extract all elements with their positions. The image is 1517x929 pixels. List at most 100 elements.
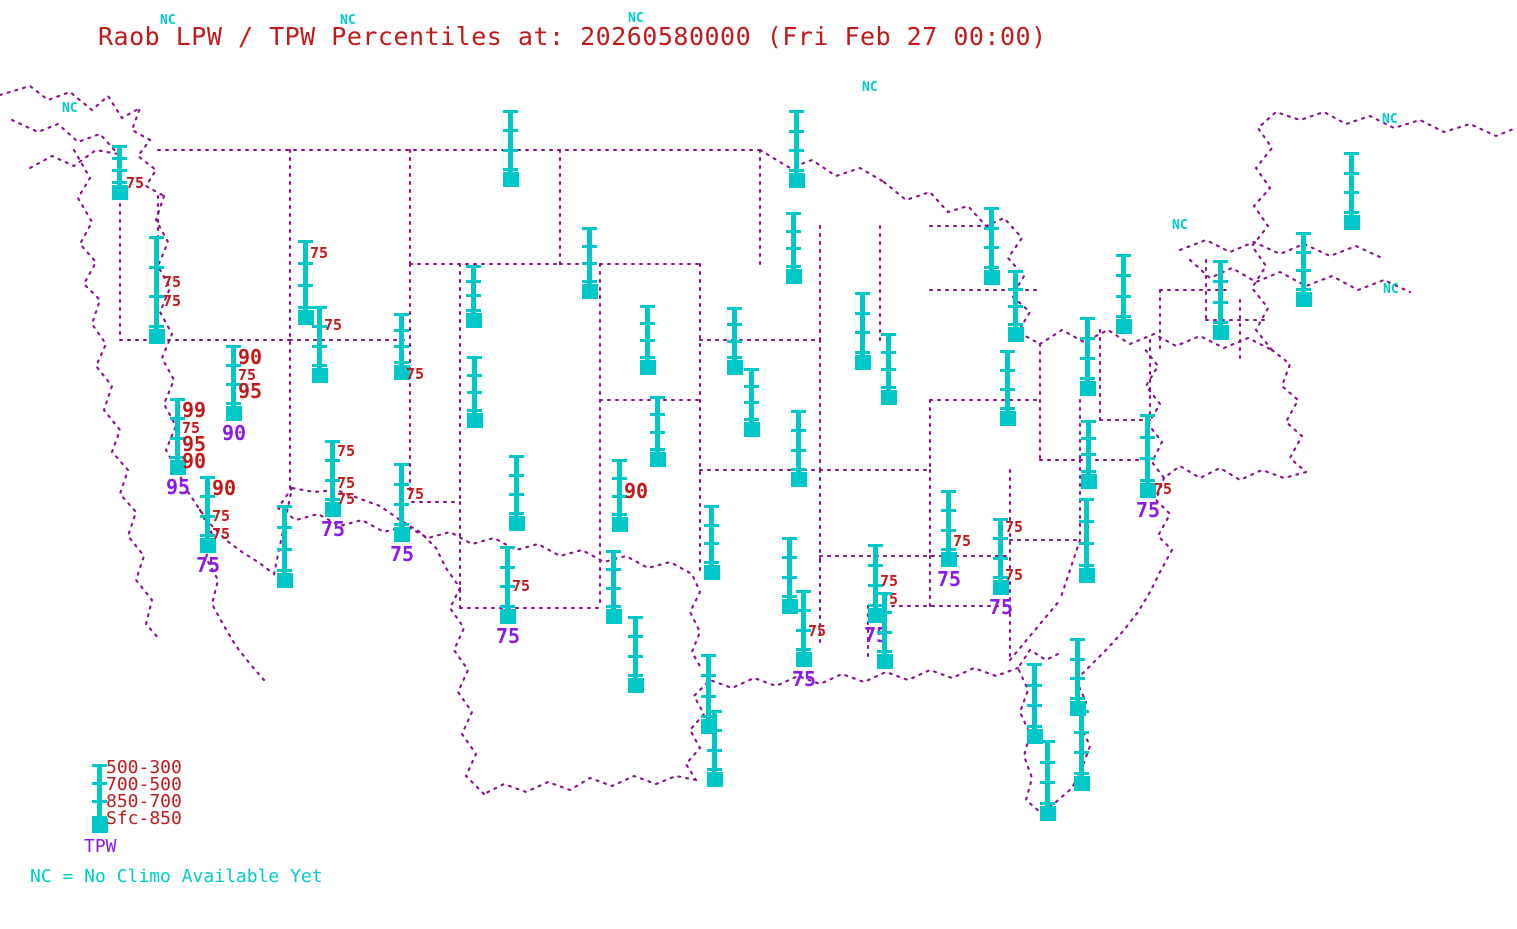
station-tick-700-500 xyxy=(1000,369,1015,372)
station-tick-500-300 xyxy=(791,410,806,413)
station-tick-700-500 xyxy=(650,413,665,416)
station-stem xyxy=(514,455,519,516)
station-tick-Sfc-850 xyxy=(1027,725,1042,728)
station-stem xyxy=(709,505,714,565)
station-tick-Sfc-850 xyxy=(868,604,883,607)
station-tick-500-300 xyxy=(993,518,1008,521)
station-tick-850-700 xyxy=(112,169,127,172)
page-title: Raob LPW / TPW Percentiles at: 202605800… xyxy=(98,22,1047,51)
station-base-square xyxy=(703,565,720,580)
station-tick-700-500 xyxy=(1070,658,1085,661)
station-tick-700-500 xyxy=(1116,274,1131,277)
station-tick-700-500 xyxy=(1213,280,1228,283)
station-tick-700-500 xyxy=(1074,731,1089,734)
nc-marker: NC xyxy=(160,13,176,28)
station-tick-700-500 xyxy=(984,227,999,230)
station-tick-Sfc-850 xyxy=(466,309,481,312)
layer-percentile-label: 75 xyxy=(808,622,827,640)
station-tick-850-700 xyxy=(606,587,621,590)
legend-tick-700-500 xyxy=(92,782,107,785)
station-tick-850-700 xyxy=(170,437,185,440)
station-tick-Sfc-850 xyxy=(1079,564,1094,567)
nc-marker: NC xyxy=(62,101,78,116)
station-tick-850-700 xyxy=(1079,542,1094,545)
station-tick-850-700 xyxy=(394,345,409,348)
tpw-percentile-label: 75 xyxy=(196,553,221,577)
station-tick-850-700 xyxy=(855,331,870,334)
station-tick-850-700 xyxy=(786,247,801,250)
layer-percentile-label: 90 xyxy=(238,345,263,369)
station-base-square xyxy=(502,172,519,187)
station-tick-850-700 xyxy=(312,345,327,348)
station-tick-700-500 xyxy=(701,674,716,677)
station-tick-850-700 xyxy=(509,493,524,496)
station-tick-Sfc-850 xyxy=(1040,802,1055,805)
station-tick-Sfc-850 xyxy=(1008,323,1023,326)
station-tick-700-500 xyxy=(582,245,597,248)
layer-percentile-label: 75 xyxy=(238,366,257,384)
layer-percentile-label: 75 xyxy=(337,490,356,508)
station-tick-700-500 xyxy=(394,329,409,332)
station-tick-Sfc-850 xyxy=(1116,315,1131,318)
station-tick-850-700 xyxy=(325,479,340,482)
station-tick-Sfc-850 xyxy=(941,548,956,551)
station-stem xyxy=(154,236,159,329)
station-tick-500-300 xyxy=(503,110,518,113)
layer-percentile-label: 75 xyxy=(212,525,231,543)
station-tick-500-300 xyxy=(1070,638,1085,641)
station-base-square xyxy=(311,368,328,383)
station-base-square xyxy=(466,413,483,428)
station-tick-850-700 xyxy=(1070,677,1085,680)
station-stem xyxy=(645,305,650,360)
station-tick-500-300 xyxy=(1080,317,1095,320)
station-tick-500-300 xyxy=(149,236,164,239)
nc-marker: NC xyxy=(628,11,644,26)
layer-percentile-label: 75 xyxy=(182,419,201,437)
station-tick-850-700 xyxy=(727,340,742,343)
station-stem xyxy=(796,410,801,472)
legend-tick-500-300 xyxy=(92,764,107,767)
station-tick-850-700 xyxy=(298,284,313,287)
station-base-square xyxy=(743,422,760,437)
station-tick-500-300 xyxy=(1213,260,1228,263)
station-tick-500-300 xyxy=(170,398,185,401)
station-tick-700-500 xyxy=(466,280,481,283)
station-stem xyxy=(587,227,592,284)
station-tick-Sfc-850 xyxy=(1070,697,1085,700)
station-tick-500-300 xyxy=(786,212,801,215)
station-tick-Sfc-850 xyxy=(786,265,801,268)
station-tick-500-300 xyxy=(1074,710,1089,713)
station-tick-850-700 xyxy=(467,391,482,394)
station-tick-Sfc-850 xyxy=(791,468,806,471)
nc-marker: NC xyxy=(862,80,878,95)
station-tick-850-700 xyxy=(1140,457,1155,460)
station-tick-Sfc-850 xyxy=(640,356,655,359)
station-tick-500-300 xyxy=(1140,414,1155,417)
station-base-square xyxy=(1139,483,1156,498)
layer-percentile-label: 75 xyxy=(163,273,182,291)
station-tick-850-700 xyxy=(394,503,409,506)
station-tick-850-700 xyxy=(582,262,597,265)
station-base-square xyxy=(1078,568,1095,583)
station-base-square xyxy=(1080,474,1097,489)
station-tick-Sfc-850 xyxy=(226,402,241,405)
station-tick-500-300 xyxy=(1296,232,1311,235)
station-tick-500-300 xyxy=(298,240,313,243)
station-tick-Sfc-850 xyxy=(325,498,340,501)
station-tick-500-300 xyxy=(855,292,870,295)
station-base-square xyxy=(999,411,1016,426)
layer-percentile-label: 75 xyxy=(1005,566,1024,584)
station-stem xyxy=(1349,152,1354,215)
station-tick-Sfc-850 xyxy=(701,715,716,718)
station-tick-Sfc-850 xyxy=(727,356,742,359)
station-stem xyxy=(946,490,951,552)
legend-label-700-500: 700-500 xyxy=(106,774,182,795)
station-stem xyxy=(712,710,717,772)
station-stem xyxy=(706,654,711,719)
station-stem xyxy=(989,207,994,270)
station-tick-500-300 xyxy=(1081,420,1096,423)
station-stem xyxy=(399,463,404,527)
layer-percentile-label: 75 xyxy=(880,572,899,590)
station-base-square xyxy=(393,527,410,542)
layer-percentile-label: 75 xyxy=(212,507,231,525)
